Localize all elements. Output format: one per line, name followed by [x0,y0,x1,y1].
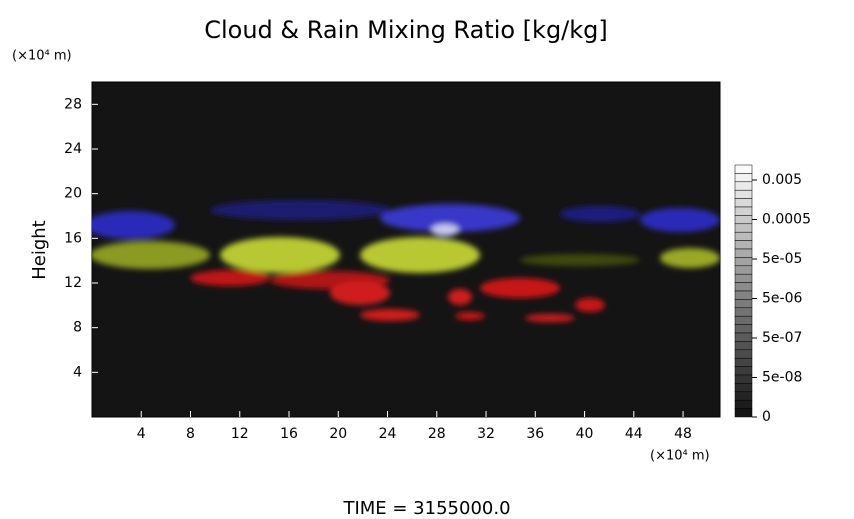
colorbar-band [734,273,753,283]
colorbar-band [734,248,753,258]
colorbar-band [734,198,753,208]
colorbar-band [734,206,753,216]
colorbar-tick-label: 0.005 [762,172,802,188]
y-tick-label: 28 [64,96,82,112]
colorbar-tick-label: 5e-06 [762,291,802,307]
colorbar-band [734,349,753,359]
colorbar-band [734,299,753,309]
rain [480,278,560,298]
x-tick-label: 4 [137,426,146,442]
colorbar-band [734,332,753,342]
colorbar-band [734,282,753,292]
colorbar-band [734,374,753,384]
render [92,200,720,322]
colorbar-band [734,366,753,376]
cloud [560,206,640,222]
colorbar-band [734,341,753,351]
rain [455,312,485,320]
cloud [360,237,480,273]
colorbar-band [734,240,753,250]
x-tick-label: 28 [428,426,446,442]
colorbar-band [734,391,753,401]
colorbar-tick-label: 5e-07 [762,330,802,346]
y-axis-label: Height [29,220,50,280]
rain [575,298,605,312]
y-tick-label: 12 [64,275,82,291]
x-tick-label: 40 [576,426,594,442]
x-tick-label: 24 [379,426,397,442]
cloud [220,237,340,273]
y-tick-label: 24 [64,141,82,157]
colorbar-band [734,223,753,233]
cloud [660,248,720,268]
colorbar-band [734,215,753,225]
colorbar-band [734,189,753,199]
x-tick-label: 8 [186,426,195,442]
colorbar-band [734,399,753,409]
x-tick-label: 12 [231,426,249,442]
colorbar-band [734,231,753,241]
colorbar-band [734,307,753,317]
colorbar-tick-label: 0 [762,409,771,425]
colorbar-band [734,383,753,393]
cloud [380,204,520,232]
colorbar-tick-label: 0.0005 [762,212,811,228]
cloud [210,200,390,220]
y-unit: (×10⁴ m) [12,49,72,64]
colorbar-band [734,173,753,183]
cloud [92,241,210,269]
cloud [520,254,640,266]
chart-title: Cloud & Rain Mixing Ratio [kg/kg] [204,16,608,44]
colorbar-band [734,408,753,418]
x-tick-label: 16 [280,426,298,442]
cloud [640,208,720,232]
y-tick-label: 20 [64,186,82,202]
rain [330,281,390,305]
y-tick-label: 4 [73,364,82,380]
x-unit: (×10⁴ m) [650,449,710,464]
rain [360,309,420,321]
rain [448,289,472,305]
colorbar-band [734,265,753,275]
colorbar-band [734,324,753,334]
y-tick-label: 16 [64,230,82,246]
footer: TIME = 3155000.0 [342,498,510,519]
x-tick-label: 44 [625,426,643,442]
colorbar-band [734,164,753,174]
colorbar-tick-label: 5e-05 [762,251,802,267]
colorbar-band [734,181,753,191]
colorbar-tick-label: 5e-08 [762,370,802,386]
colorbar-band [734,257,753,267]
colorbar-band [734,315,753,325]
y-tick-label: 8 [73,320,82,336]
rain [525,314,575,322]
colorbar-band [734,290,753,300]
x-tick-label: 48 [674,426,692,442]
x-tick-label: 36 [526,426,544,442]
x-tick-label: 32 [477,426,495,442]
colorbar-band [734,357,753,367]
cloud [431,224,459,236]
rain [190,270,270,286]
x-tick-label: 20 [329,426,347,442]
cloud [92,211,175,239]
